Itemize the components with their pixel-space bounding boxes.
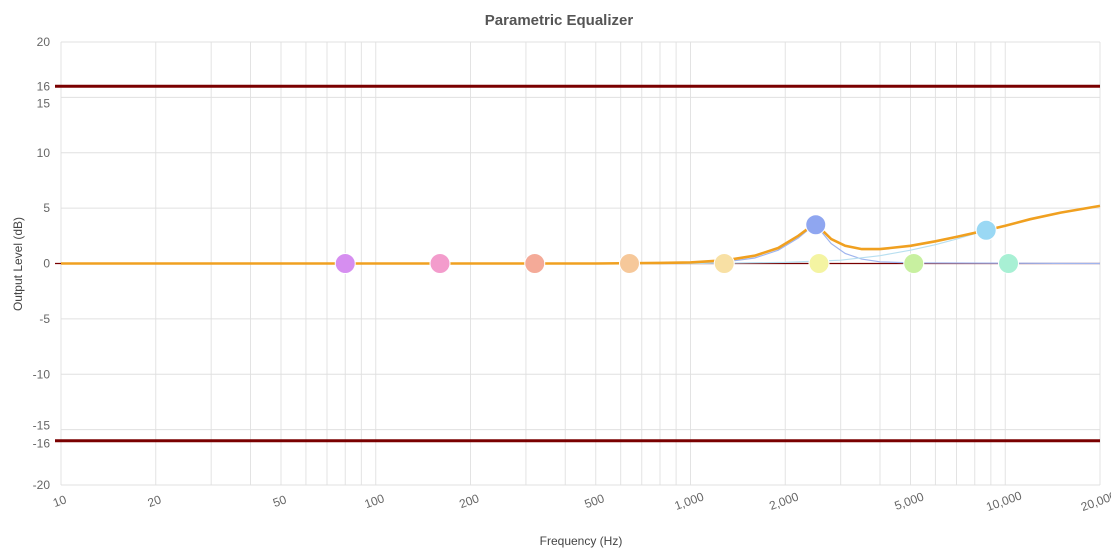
band-handle-5[interactable] xyxy=(713,253,735,274)
x-tick-label: 100 xyxy=(363,491,387,511)
x-tick-label: 5,000 xyxy=(893,489,926,513)
response-curves xyxy=(60,204,1101,265)
x-tick-label: 2,000 xyxy=(767,489,800,513)
x-tick-label: 50 xyxy=(271,492,289,510)
x-tick-label: 20 xyxy=(146,492,164,510)
x-tick-label: 10,000 xyxy=(984,488,1024,514)
band-handle-1[interactable] xyxy=(334,253,356,274)
y-tick-label: 16 xyxy=(37,79,51,93)
band-handle-8[interactable] xyxy=(903,253,925,274)
y-tick-label: 20 xyxy=(37,35,51,49)
y-tick-label: -5 xyxy=(39,312,50,326)
band-handle-3[interactable] xyxy=(524,253,546,274)
x-axis-title: Frequency (Hz) xyxy=(540,534,623,548)
y-tick-label: -10 xyxy=(33,367,51,381)
band-handle-6[interactable] xyxy=(805,214,827,236)
y-tick-label: 0 xyxy=(43,257,50,271)
peak-band-curve xyxy=(60,223,1101,265)
band-handle-2[interactable] xyxy=(429,253,451,274)
shelf-band-curve xyxy=(61,205,1101,265)
x-tick-label: 20,000 xyxy=(1079,488,1111,514)
band-handle-10[interactable] xyxy=(997,253,1019,274)
band-handles[interactable] xyxy=(334,214,1019,274)
y-tick-label: 5 xyxy=(43,201,50,215)
response-curve xyxy=(61,204,1101,265)
y-tick-label: -15 xyxy=(33,419,51,433)
y-tick-label: -16 xyxy=(33,437,51,451)
x-tick-label: 10 xyxy=(51,492,69,510)
y-tick-label: 15 xyxy=(37,96,51,110)
band-handle-4[interactable] xyxy=(618,253,640,274)
chart-title: Parametric Equalizer xyxy=(485,12,634,29)
band-handle-7[interactable] xyxy=(808,253,830,274)
y-axis-title: Output Level (dB) xyxy=(11,217,25,311)
x-tick-label: 500 xyxy=(583,491,607,511)
band-handle-9[interactable] xyxy=(975,219,997,241)
x-tick-label: 200 xyxy=(457,491,481,511)
x-tick-label: 1,000 xyxy=(673,489,706,513)
y-tick-label: 10 xyxy=(37,146,51,160)
tick-labels: -20 -16 -15 -10 -5 0 5 10 15 16 20 10 20 50 100 200 500 1… xyxy=(33,35,1111,514)
y-tick-label: -20 xyxy=(33,478,51,492)
